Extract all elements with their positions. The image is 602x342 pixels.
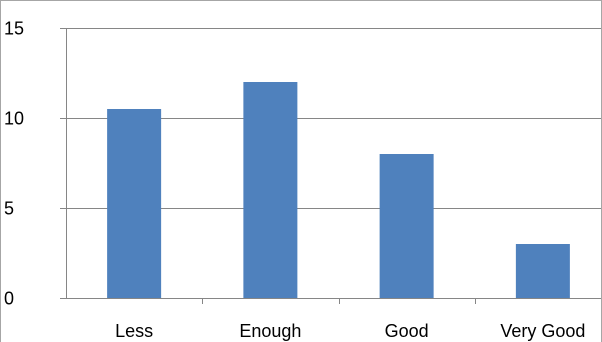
y-tick-label-10: 10 — [4, 109, 24, 129]
x-tick-label-good: Good — [385, 321, 429, 341]
axes — [60, 28, 601, 304]
y-tick-label-0: 0 — [4, 289, 14, 309]
tick-labels: 0 5 10 15 Less Enough Good Very Good — [4, 19, 585, 342]
bar-good — [379, 154, 434, 298]
bars — [107, 82, 570, 298]
x-tick-label-very-good: Very Good — [500, 321, 585, 341]
x-tick-label-enough: Enough — [239, 321, 301, 341]
bar-enough — [243, 82, 298, 298]
bar-very-good — [515, 244, 570, 298]
x-tick-label-less: Less — [115, 321, 153, 341]
bar-less — [107, 109, 162, 298]
y-tick-label-5: 5 — [4, 199, 14, 219]
y-tick-label-15: 15 — [4, 19, 24, 39]
